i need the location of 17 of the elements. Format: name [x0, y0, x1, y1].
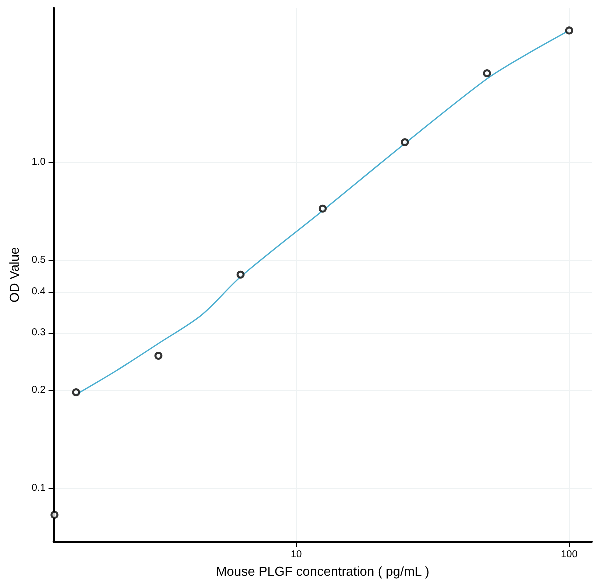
point: [483, 70, 492, 78]
y-tick-label: 0.3: [32, 327, 46, 338]
y-tick-label: 0.1: [32, 483, 46, 494]
point: [565, 26, 574, 35]
point: [72, 388, 80, 397]
y-tick-label: 0.4: [32, 286, 46, 298]
point: [236, 270, 245, 279]
point: [154, 352, 163, 360]
y-tick-label: 0.5: [32, 255, 46, 266]
y-tick-label: 1.0: [32, 156, 46, 168]
point: [401, 138, 410, 146]
y-tick-label: 0.2: [32, 384, 46, 396]
point: [318, 204, 327, 213]
x-tick-label: 100: [561, 550, 578, 561]
x-tick-label: 10: [290, 550, 303, 561]
x-axis-title: Mouse PLGF concentration ( pg/mL ): [216, 564, 430, 579]
y-axis-title: OD Value: [7, 247, 22, 303]
